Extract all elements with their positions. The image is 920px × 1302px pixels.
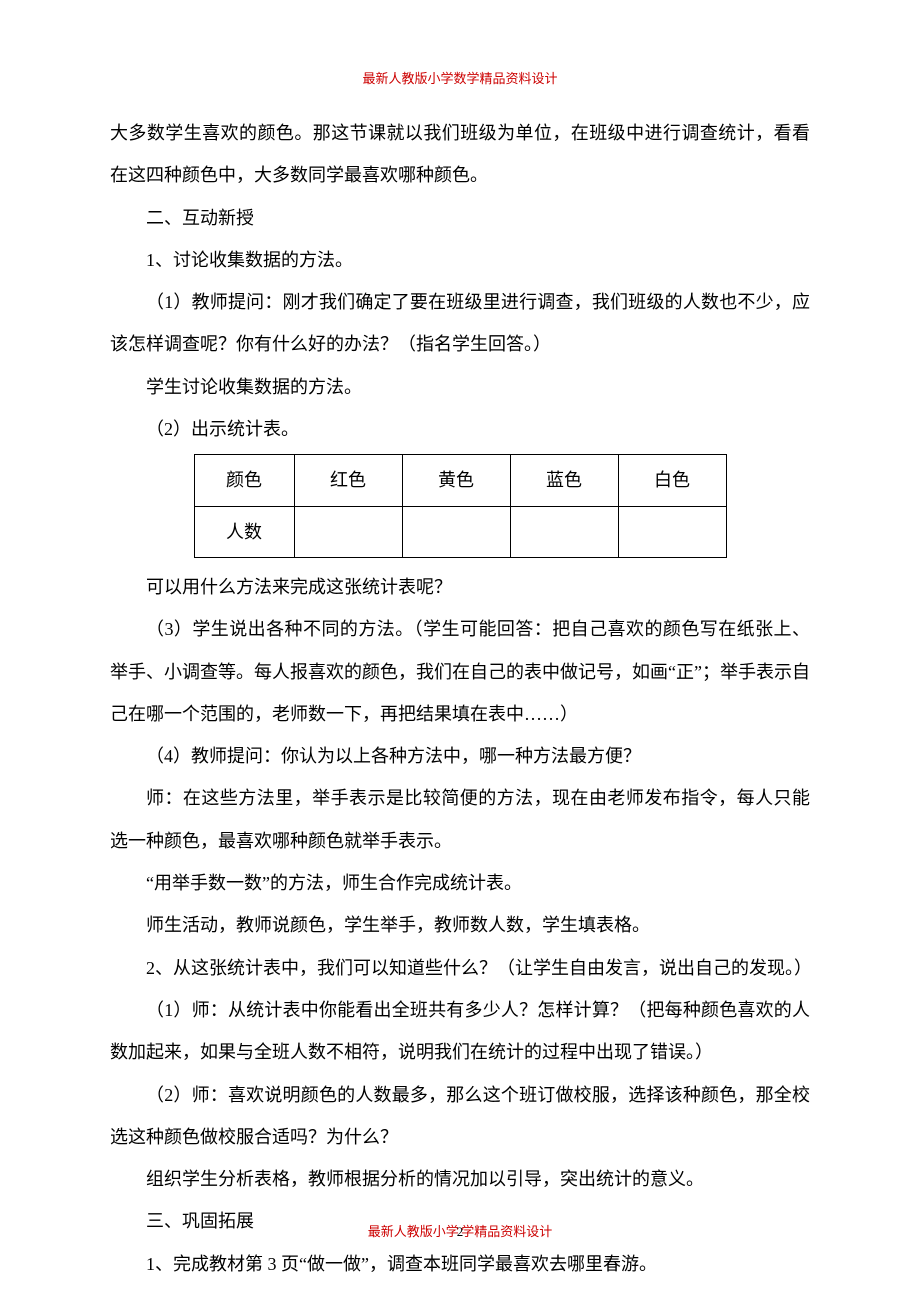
paragraph: （4）教师提问：你认为以上各种方法中，哪一种方法最方便？ [110,735,810,777]
section-heading: 二、互动新授 [110,197,810,239]
stats-table-wrapper: 颜色 红色 黄色 蓝色 白色 人数 [110,454,810,558]
paragraph: “用举手数一数”的方法，师生合作完成统计表。 [110,862,810,904]
paragraph: 1、完成教材第 3 页“做一做”，调查本班同学最喜欢去哪里春游。 [110,1243,810,1285]
paragraph: 师：在这些方法里，举手表示是比较简便的方法，现在由老师发布指令，每人只能选一种颜… [110,777,810,862]
footer-suffix: 学精品资料设计 [461,1224,552,1239]
paragraph: 大多数学生喜欢的颜色。那这节课就以我们班级为单位，在班级中进行调查统计，看看在这… [110,112,810,197]
paragraph: 组织学生分析表格，教师根据分析的情况加以引导，突出统计的意义。 [110,1158,810,1200]
table-row: 人数 [194,506,726,557]
table-cell: 人数 [194,506,294,557]
paragraph: 学生讨论收集数据的方法。 [110,366,810,408]
table-cell-header: 蓝色 [510,455,618,506]
table-cell [402,506,510,557]
page-container: 最新人教版小学数学精品资料设计 大多数学生喜欢的颜色。那这节课就以我们班级为单位… [0,0,920,1285]
paragraph: （1）师：从统计表中你能看出全班共有多少人？怎样计算？（把每种颜色喜欢的人数加起… [110,989,810,1074]
table-cell [294,506,402,557]
table-cell-header: 白色 [618,455,726,506]
paragraph: （2）出示统计表。 [110,408,810,450]
table-cell-header: 黄色 [402,455,510,506]
page-header: 最新人教版小学数学精品资料设计 [110,68,810,87]
paragraph: （3）学生说出各种不同的方法。（学生可能回答：把自己喜欢的颜色写在纸张上、举手、… [110,608,810,735]
paragraph: 1、讨论收集数据的方法。 [110,239,810,281]
stats-table: 颜色 红色 黄色 蓝色 白色 人数 [194,454,727,558]
document-body: 大多数学生喜欢的颜色。那这节课就以我们班级为单位，在班级中进行调查统计，看看在这… [110,112,810,1285]
table-cell [510,506,618,557]
page-footer: 最新人教版小学2学精品资料设计 [0,1221,920,1240]
paragraph: 2、从这张统计表中，我们可以知道些什么？（让学生自由发言，说出自己的发现。） [110,947,810,989]
table-cell [618,506,726,557]
paragraph: 师生活动，教师说颜色，学生举手，教师数人数，学生填表格。 [110,904,810,946]
table-row: 颜色 红色 黄色 蓝色 白色 [194,455,726,506]
table-cell-header: 红色 [294,455,402,506]
paragraph: （2）师：喜欢说明颜色的人数最多，那么这个班订做校服，选择该种颜色，那全校选这种… [110,1074,810,1159]
paragraph: 可以用什么方法来完成这张统计表呢？ [110,566,810,608]
table-cell-header: 颜色 [194,455,294,506]
paragraph: （1）教师提问：刚才我们确定了要在班级里进行调查，我们班级的人数也不少，应该怎样… [110,281,810,366]
footer-prefix: 最新人教版小学 [368,1224,459,1239]
